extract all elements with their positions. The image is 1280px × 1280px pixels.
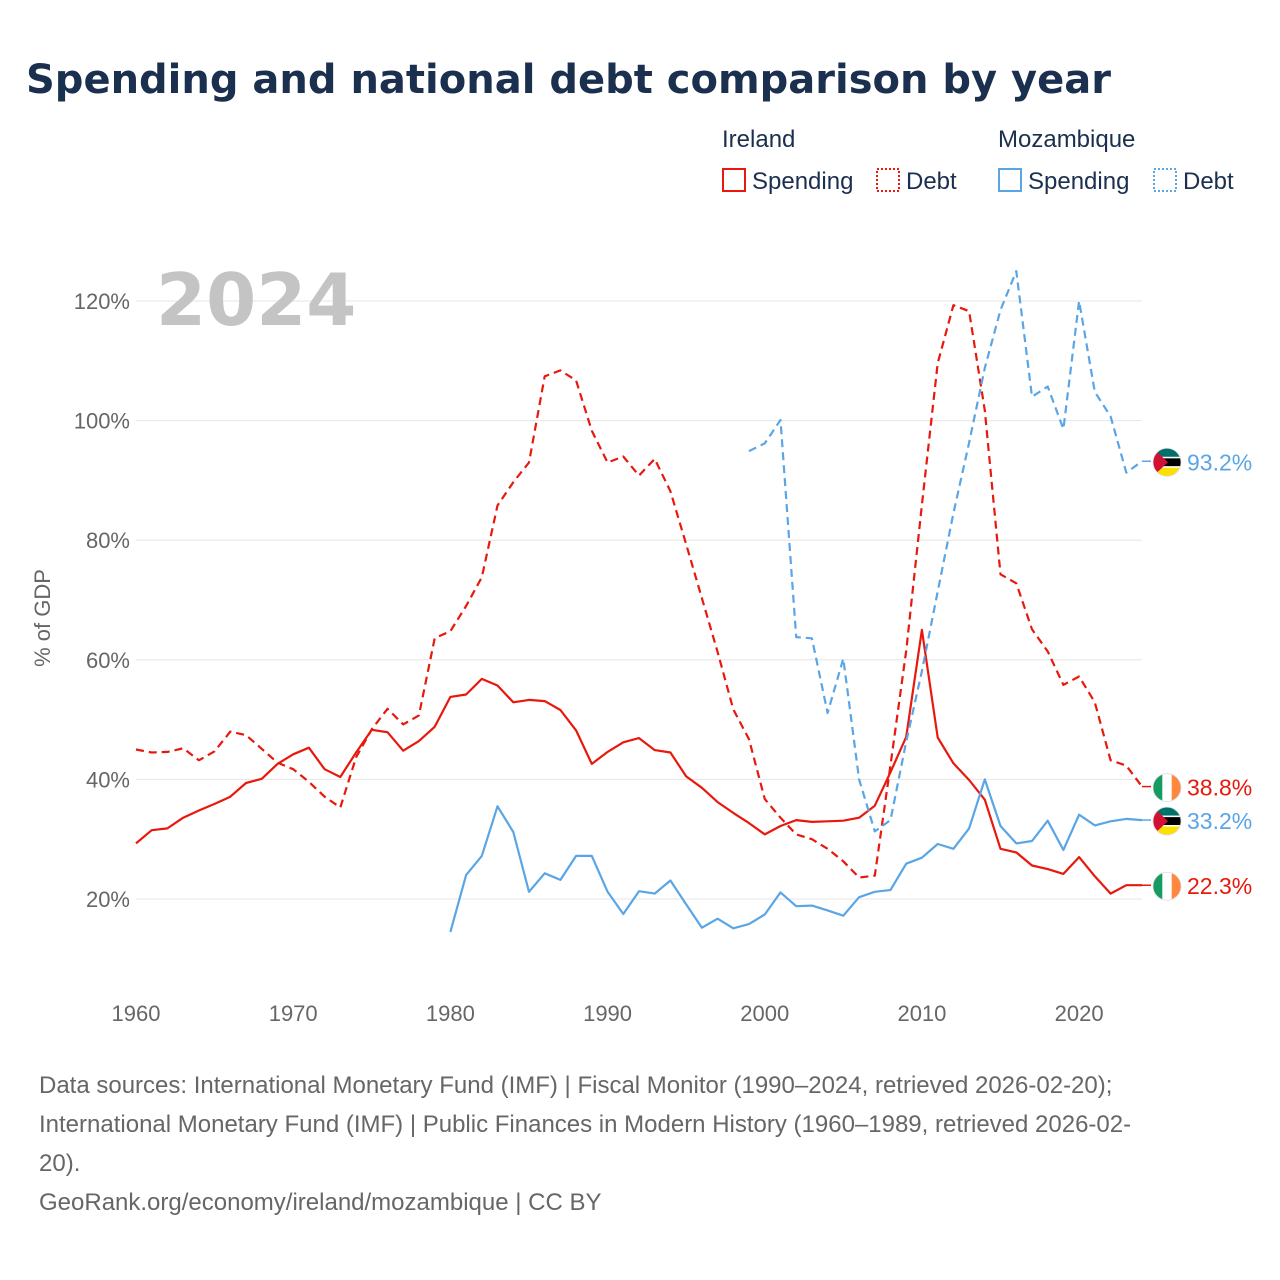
sources: Data sources: International Monetary Fun… [39, 1072, 1131, 1216]
legend-swatch-ireland-debt [876, 168, 900, 192]
legend-label-mozambique-spending: Spending [1028, 168, 1129, 195]
x-tick-label: 1990 [583, 1001, 632, 1026]
source-line-1: Data sources: International Monetary Fun… [39, 1072, 1112, 1099]
y-axis-ticks: 20% 40% 60% 80% 100% 120% [74, 289, 130, 912]
series-line-ireland-spending [135, 628, 1142, 895]
source-line-3: 20). [39, 1150, 80, 1177]
mozambique-flag-icon [1153, 807, 1181, 836]
legend-label-ireland-spending: Spending [752, 168, 853, 195]
series [135, 270, 1143, 933]
legend-group-ireland: Ireland [722, 126, 795, 153]
ireland-flag-icon [1153, 872, 1181, 901]
x-tick-label: 1980 [426, 1001, 475, 1026]
ireland-flag-icon [1153, 773, 1181, 802]
legend-swatch-mozambique-spending [998, 168, 1022, 192]
series-line-mozambique-spending [449, 778, 1143, 933]
legend-label-mozambique-debt: Debt [1183, 168, 1234, 195]
end-label-mozambique-debt: 93.2% [1187, 449, 1252, 475]
x-tick-label: 2000 [740, 1001, 789, 1026]
x-tick-label: 2010 [897, 1001, 946, 1026]
source-link[interactable]: GeoRank.org/economy/ireland/mozambique |… [39, 1189, 602, 1216]
y-axis-title: % of GDP [30, 569, 55, 667]
y-tick-label: 80% [86, 528, 130, 553]
chart-title: Spending and national debt comparison by… [26, 57, 1111, 103]
end-label-mozambique-spending: 33.2% [1187, 808, 1252, 834]
series-line-ireland-debt [135, 304, 1143, 879]
x-tick-label: 2020 [1055, 1001, 1104, 1026]
legend-swatch-mozambique-debt [1153, 168, 1177, 192]
legend-swatch-ireland-spending [722, 168, 746, 192]
y-tick-label: 120% [74, 289, 130, 314]
y-tick-label: 40% [86, 767, 130, 792]
current-year-label: 2024 [156, 258, 356, 342]
y-tick-label: 100% [74, 409, 130, 434]
end-labels: 38.8% 22.3% 93.2% 33.2% [1142, 447, 1252, 901]
gridlines [136, 300, 1142, 900]
end-label-ireland-spending: 22.3% [1187, 873, 1252, 899]
mozambique-flag-icon [1153, 448, 1181, 477]
source-line-2: International Monetary Fund (IMF) | Publ… [39, 1111, 1131, 1138]
y-tick-label: 60% [86, 648, 130, 673]
legend: Ireland Spending Debt Mozambique Spendin… [722, 126, 1234, 195]
end-label-ireland-debt: 38.8% [1187, 775, 1252, 801]
y-tick-label: 20% [86, 887, 130, 912]
x-tick-label: 1970 [269, 1001, 318, 1026]
x-tick-label: 1960 [112, 1001, 161, 1026]
legend-label-ireland-debt: Debt [906, 168, 957, 195]
series-line-mozambique-debt [748, 270, 1143, 833]
x-axis-ticks: 1960 1970 1980 1990 2000 2010 2020 [112, 1001, 1104, 1026]
legend-group-mozambique: Mozambique [998, 126, 1135, 153]
